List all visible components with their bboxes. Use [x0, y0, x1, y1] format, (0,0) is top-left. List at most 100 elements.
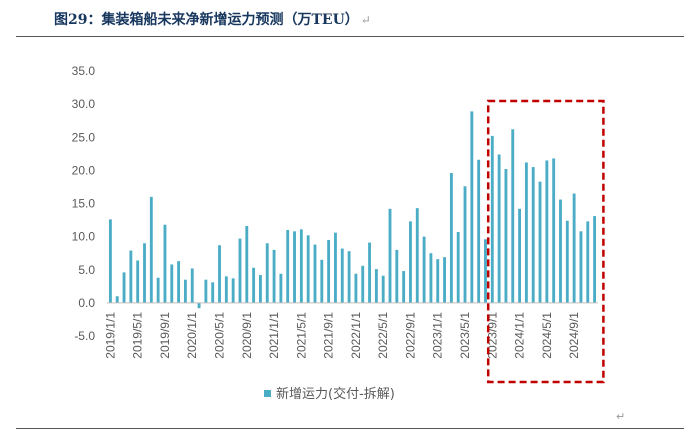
- x-tick-label: 2022/5/1: [376, 312, 390, 359]
- bar-series: [108, 111, 597, 309]
- bar: [231, 278, 235, 303]
- bar: [177, 261, 181, 303]
- bar: [443, 257, 446, 303]
- bar: [320, 259, 324, 303]
- legend-label: 新增运力(交付-拆解): [276, 386, 395, 402]
- bar: [272, 249, 276, 303]
- bar: [504, 169, 508, 303]
- bar: [183, 279, 187, 303]
- x-tick-label: 2020/5/1: [213, 312, 227, 359]
- x-tick-label: 2022/1/1: [349, 312, 363, 359]
- y-tick-label: 30.0: [72, 97, 96, 111]
- bar: [149, 196, 153, 303]
- y-tick-label: 10.0: [72, 230, 96, 244]
- bar: [484, 239, 487, 303]
- bar: [593, 216, 597, 303]
- y-tick-label: 25.0: [72, 130, 96, 144]
- x-tick-label: 2023/9/1: [485, 312, 499, 359]
- bar: [402, 271, 406, 303]
- legend-swatch: [264, 390, 271, 397]
- bar: [238, 238, 242, 303]
- bar: [552, 158, 556, 303]
- bar: [293, 231, 296, 303]
- bar: [190, 268, 194, 303]
- bar: [334, 232, 337, 303]
- x-tick-label: 2021/1/1: [267, 312, 281, 359]
- x-tick-label: 2023/5/1: [458, 312, 472, 359]
- bottom-divider: [16, 428, 684, 429]
- bar: [518, 208, 521, 303]
- bar: [463, 186, 467, 303]
- forecast-highlight-box: [486, 99, 605, 384]
- paragraph-mark-icon: ↵: [616, 410, 626, 423]
- bar: [122, 272, 126, 303]
- x-axis: 2019/1/1 2019/5/1 2019/9/1 2020/1/1 2020/5/1…: [103, 312, 581, 359]
- bar: [204, 279, 208, 303]
- bar: [115, 296, 119, 303]
- bar: [347, 251, 351, 303]
- bar: [108, 219, 112, 303]
- bar: [354, 273, 358, 303]
- x-tick-label: 2019/5/1: [131, 312, 145, 359]
- bar: [156, 277, 160, 303]
- bar: [340, 248, 344, 303]
- bar: [449, 173, 453, 303]
- bar: [381, 275, 385, 303]
- bar: [531, 167, 535, 303]
- page-title: 图29：集装箱船未来净新增运力预测（万TEU） ↵: [54, 12, 371, 28]
- bar: [497, 154, 501, 303]
- bar: [586, 221, 590, 303]
- bar: [259, 275, 262, 303]
- bar: [265, 243, 269, 303]
- bar: [409, 221, 412, 303]
- bar: [538, 181, 542, 303]
- bar: [361, 265, 365, 303]
- bar: [170, 264, 174, 303]
- bar: [211, 282, 215, 303]
- bar: [395, 249, 399, 303]
- bar: [415, 208, 419, 303]
- y-tick-label: 0.0: [78, 296, 95, 310]
- y-tick-label: 20.0: [72, 163, 96, 177]
- bar: [245, 226, 249, 303]
- top-divider: [16, 36, 684, 37]
- bar: [163, 224, 167, 303]
- bar: [545, 160, 549, 303]
- x-tick-label: 2021/9/1: [322, 312, 336, 359]
- x-tick-label: 2024/9/1: [567, 312, 581, 359]
- x-tick-label: 2019/1/1: [103, 312, 117, 359]
- y-axis: -5.0 0.0 5.0 10.0 15.0 20.0 25.0 30.0 35.0: [72, 64, 96, 343]
- x-tick-label: 2020/9/1: [240, 312, 254, 359]
- bar: [422, 236, 426, 303]
- bar: [286, 230, 290, 303]
- bar: [477, 159, 481, 303]
- bar: [374, 269, 378, 303]
- bar: [436, 259, 440, 303]
- bar: [579, 231, 583, 303]
- bar: [136, 260, 140, 303]
- bar: [129, 250, 133, 303]
- bar: [327, 239, 331, 303]
- bar: [565, 220, 569, 303]
- bar: [143, 243, 146, 303]
- bar: [456, 231, 460, 303]
- bar: [524, 162, 528, 303]
- x-tick-label: 2024/5/1: [540, 312, 554, 359]
- y-tick-label: 35.0: [72, 64, 96, 78]
- bar: [306, 235, 310, 303]
- bar: [224, 276, 228, 303]
- bar: [511, 129, 515, 303]
- bar: [388, 208, 392, 303]
- bar: [490, 135, 494, 303]
- x-tick-label: 2019/9/1: [158, 312, 172, 359]
- bar: [299, 229, 303, 303]
- bar: [313, 244, 317, 303]
- bar: [572, 193, 576, 303]
- x-tick-label: 2023/1/1: [431, 312, 445, 359]
- bar: [429, 253, 433, 303]
- bar: [559, 199, 562, 303]
- y-tick-label: 15.0: [72, 197, 96, 211]
- bar: [218, 245, 221, 303]
- bar: [279, 273, 283, 303]
